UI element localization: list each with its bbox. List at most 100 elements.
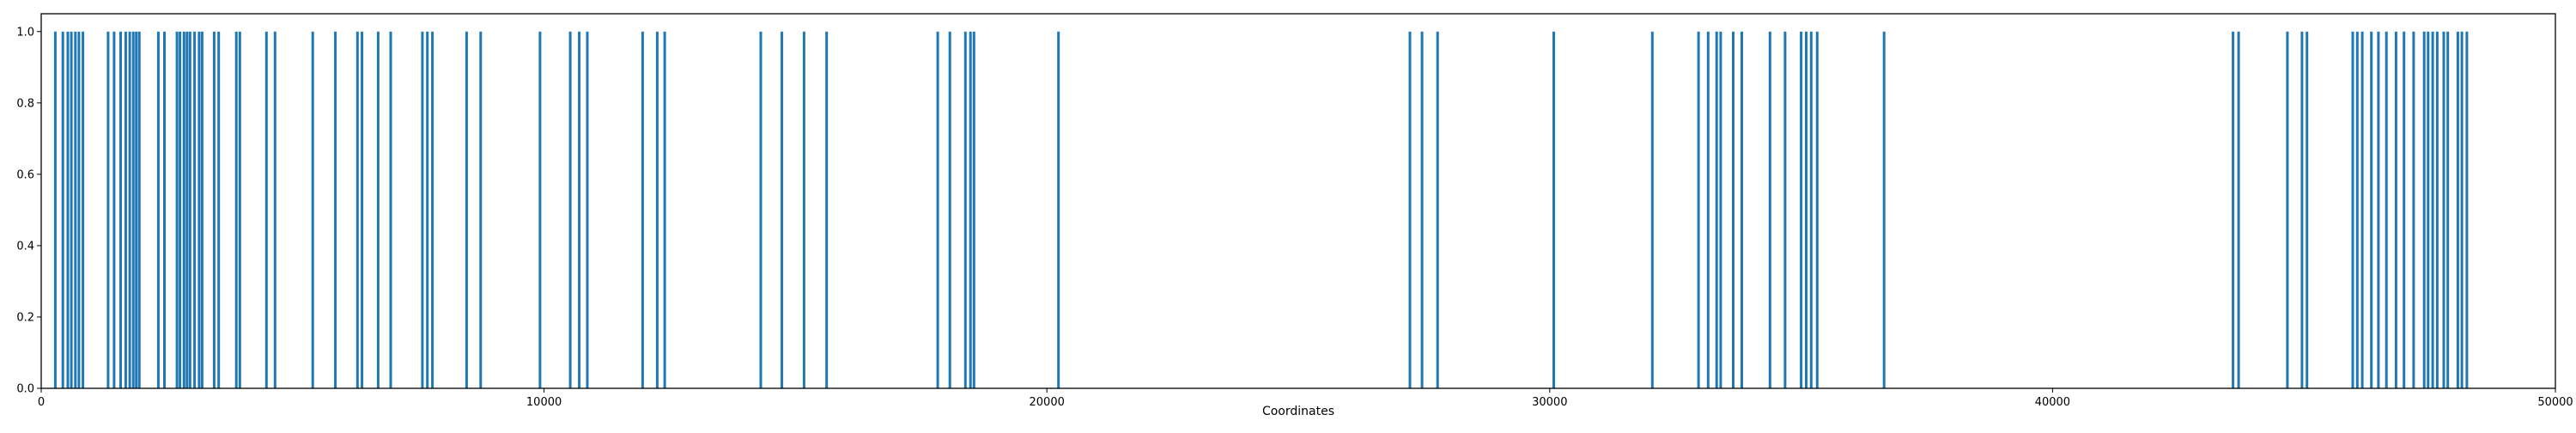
bar [124, 31, 127, 389]
bar [1768, 31, 1771, 389]
bar [53, 31, 57, 389]
bar [1715, 31, 1718, 389]
x-tick-label: 0 [38, 396, 45, 409]
bar [66, 31, 70, 389]
x-tick-label: 40000 [2035, 396, 2070, 409]
bar [759, 31, 762, 389]
y-tick-label: 0.8 [16, 97, 34, 110]
y-tick-label: 0.6 [16, 168, 34, 181]
bar [264, 31, 268, 389]
bar [2442, 31, 2445, 389]
bar [465, 31, 468, 389]
bar [355, 31, 359, 389]
y-tick-label: 0.0 [16, 383, 34, 396]
bar [963, 31, 967, 389]
ticks-layer: 0 10000 20000 30000 40000 50000 0.0 0.2 0.4 0.6 0.… [16, 26, 2573, 409]
bar [969, 31, 972, 389]
bar [74, 31, 77, 389]
bar [188, 31, 191, 389]
bar [802, 31, 805, 389]
plot-frame [40, 13, 2556, 389]
bar [217, 31, 221, 389]
bar [1057, 31, 1060, 389]
bar [106, 31, 110, 389]
bar [1815, 31, 1819, 389]
x-tick-label: 20000 [1030, 396, 1065, 409]
bar [1706, 31, 1710, 389]
bar [2394, 31, 2397, 389]
x-tick-label: 50000 [2537, 396, 2573, 409]
bar [131, 31, 135, 389]
bar [179, 31, 182, 389]
bar [156, 31, 160, 389]
bar [1741, 31, 1743, 389]
x-axis-label: Coordinates [1262, 405, 1334, 418]
bar [82, 31, 85, 389]
bar [182, 31, 185, 389]
bar [2232, 31, 2235, 389]
bar [1882, 31, 1886, 389]
x-tick-label: 30000 [1532, 396, 1567, 409]
bar [1650, 31, 1654, 389]
bar [61, 31, 64, 389]
bar [781, 31, 784, 389]
bar [361, 31, 364, 389]
bar [421, 31, 424, 389]
bar [128, 31, 131, 389]
bar [2422, 31, 2426, 389]
bar [1408, 31, 1412, 389]
bar [185, 31, 189, 389]
bars-layer [53, 31, 2469, 389]
bar [1809, 31, 1813, 389]
bar [1800, 31, 1803, 389]
bar [2403, 31, 2406, 389]
bar [77, 31, 81, 389]
bar [479, 31, 483, 389]
bar [70, 31, 73, 389]
bar [538, 31, 542, 389]
bar [376, 31, 380, 389]
bar [2460, 31, 2464, 389]
bar [175, 31, 179, 389]
bar [112, 31, 116, 389]
bar [2427, 31, 2430, 389]
bar [197, 31, 201, 389]
bar [578, 31, 581, 389]
bar [655, 31, 659, 389]
bar [586, 31, 589, 389]
bar [135, 31, 138, 389]
bar [2412, 31, 2415, 389]
bar [431, 31, 434, 389]
bar [825, 31, 829, 389]
bar [2435, 31, 2439, 389]
bar [2351, 31, 2354, 389]
bar [238, 31, 241, 389]
y-tick-label: 0.2 [16, 311, 34, 324]
bar [2360, 31, 2364, 389]
bar [200, 31, 204, 389]
bar [311, 31, 314, 389]
bar [663, 31, 666, 389]
bar [2237, 31, 2240, 389]
bar [273, 31, 276, 389]
bar [426, 31, 429, 389]
bar [2431, 31, 2434, 389]
bar [2306, 31, 2309, 389]
bar [2300, 31, 2304, 389]
bar [2355, 31, 2359, 389]
bar [2385, 31, 2388, 389]
bar [1805, 31, 1807, 389]
bar [936, 31, 939, 389]
bar [193, 31, 197, 389]
bar [2370, 31, 2373, 389]
bar [1552, 31, 1555, 389]
bar [568, 31, 572, 389]
bar [1697, 31, 1700, 389]
bar [234, 31, 238, 389]
y-tick-label: 1.0 [16, 26, 34, 39]
bar [2377, 31, 2380, 389]
x-tick-label: 10000 [526, 396, 562, 409]
bar [1732, 31, 1735, 389]
